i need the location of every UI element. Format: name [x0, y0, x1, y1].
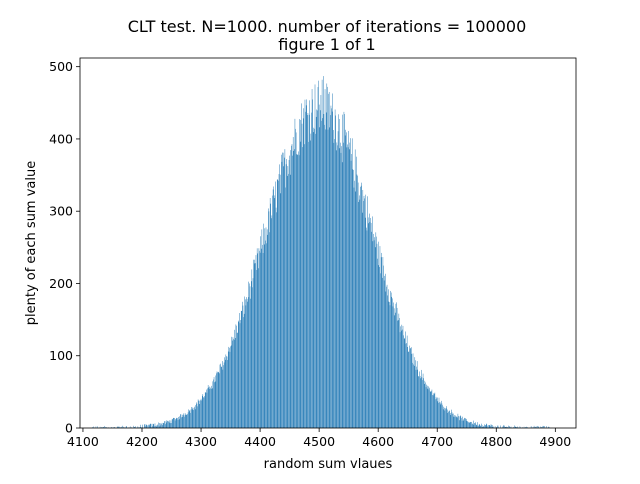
x-tick-label: 4900 [539, 434, 571, 449]
y-tick-label: 200 [49, 276, 73, 291]
chart-title: CLT test. N=1000. number of iterations =… [128, 17, 527, 36]
x-tick-label: 4100 [67, 434, 99, 449]
x-tick-label: 4200 [126, 434, 158, 449]
x-tick-label: 4600 [362, 434, 394, 449]
x-tick-label: 4700 [421, 434, 453, 449]
x-tick-label: 4800 [480, 434, 512, 449]
bar-group [92, 76, 549, 428]
x-axis: 4100 4200 4300 4400 4500 4600 4700 4800 4900 [67, 428, 571, 449]
y-axis-label: plenty of each sum value [24, 161, 39, 326]
y-tick-label: 500 [49, 59, 73, 74]
x-axis-label: random sum vlaues [264, 457, 393, 472]
y-axis: 0 100 200 300 400 500 [49, 59, 80, 435]
chart-subtitle: figure 1 of 1 [278, 35, 375, 54]
x-tick-label: 4400 [244, 434, 276, 449]
y-tick-label: 100 [49, 348, 73, 363]
y-tick-label: 300 [49, 204, 73, 219]
y-tick-label: 400 [49, 131, 73, 146]
x-tick-label: 4300 [185, 434, 217, 449]
x-tick-label: 4500 [303, 434, 335, 449]
y-tick-label: 0 [65, 421, 73, 436]
